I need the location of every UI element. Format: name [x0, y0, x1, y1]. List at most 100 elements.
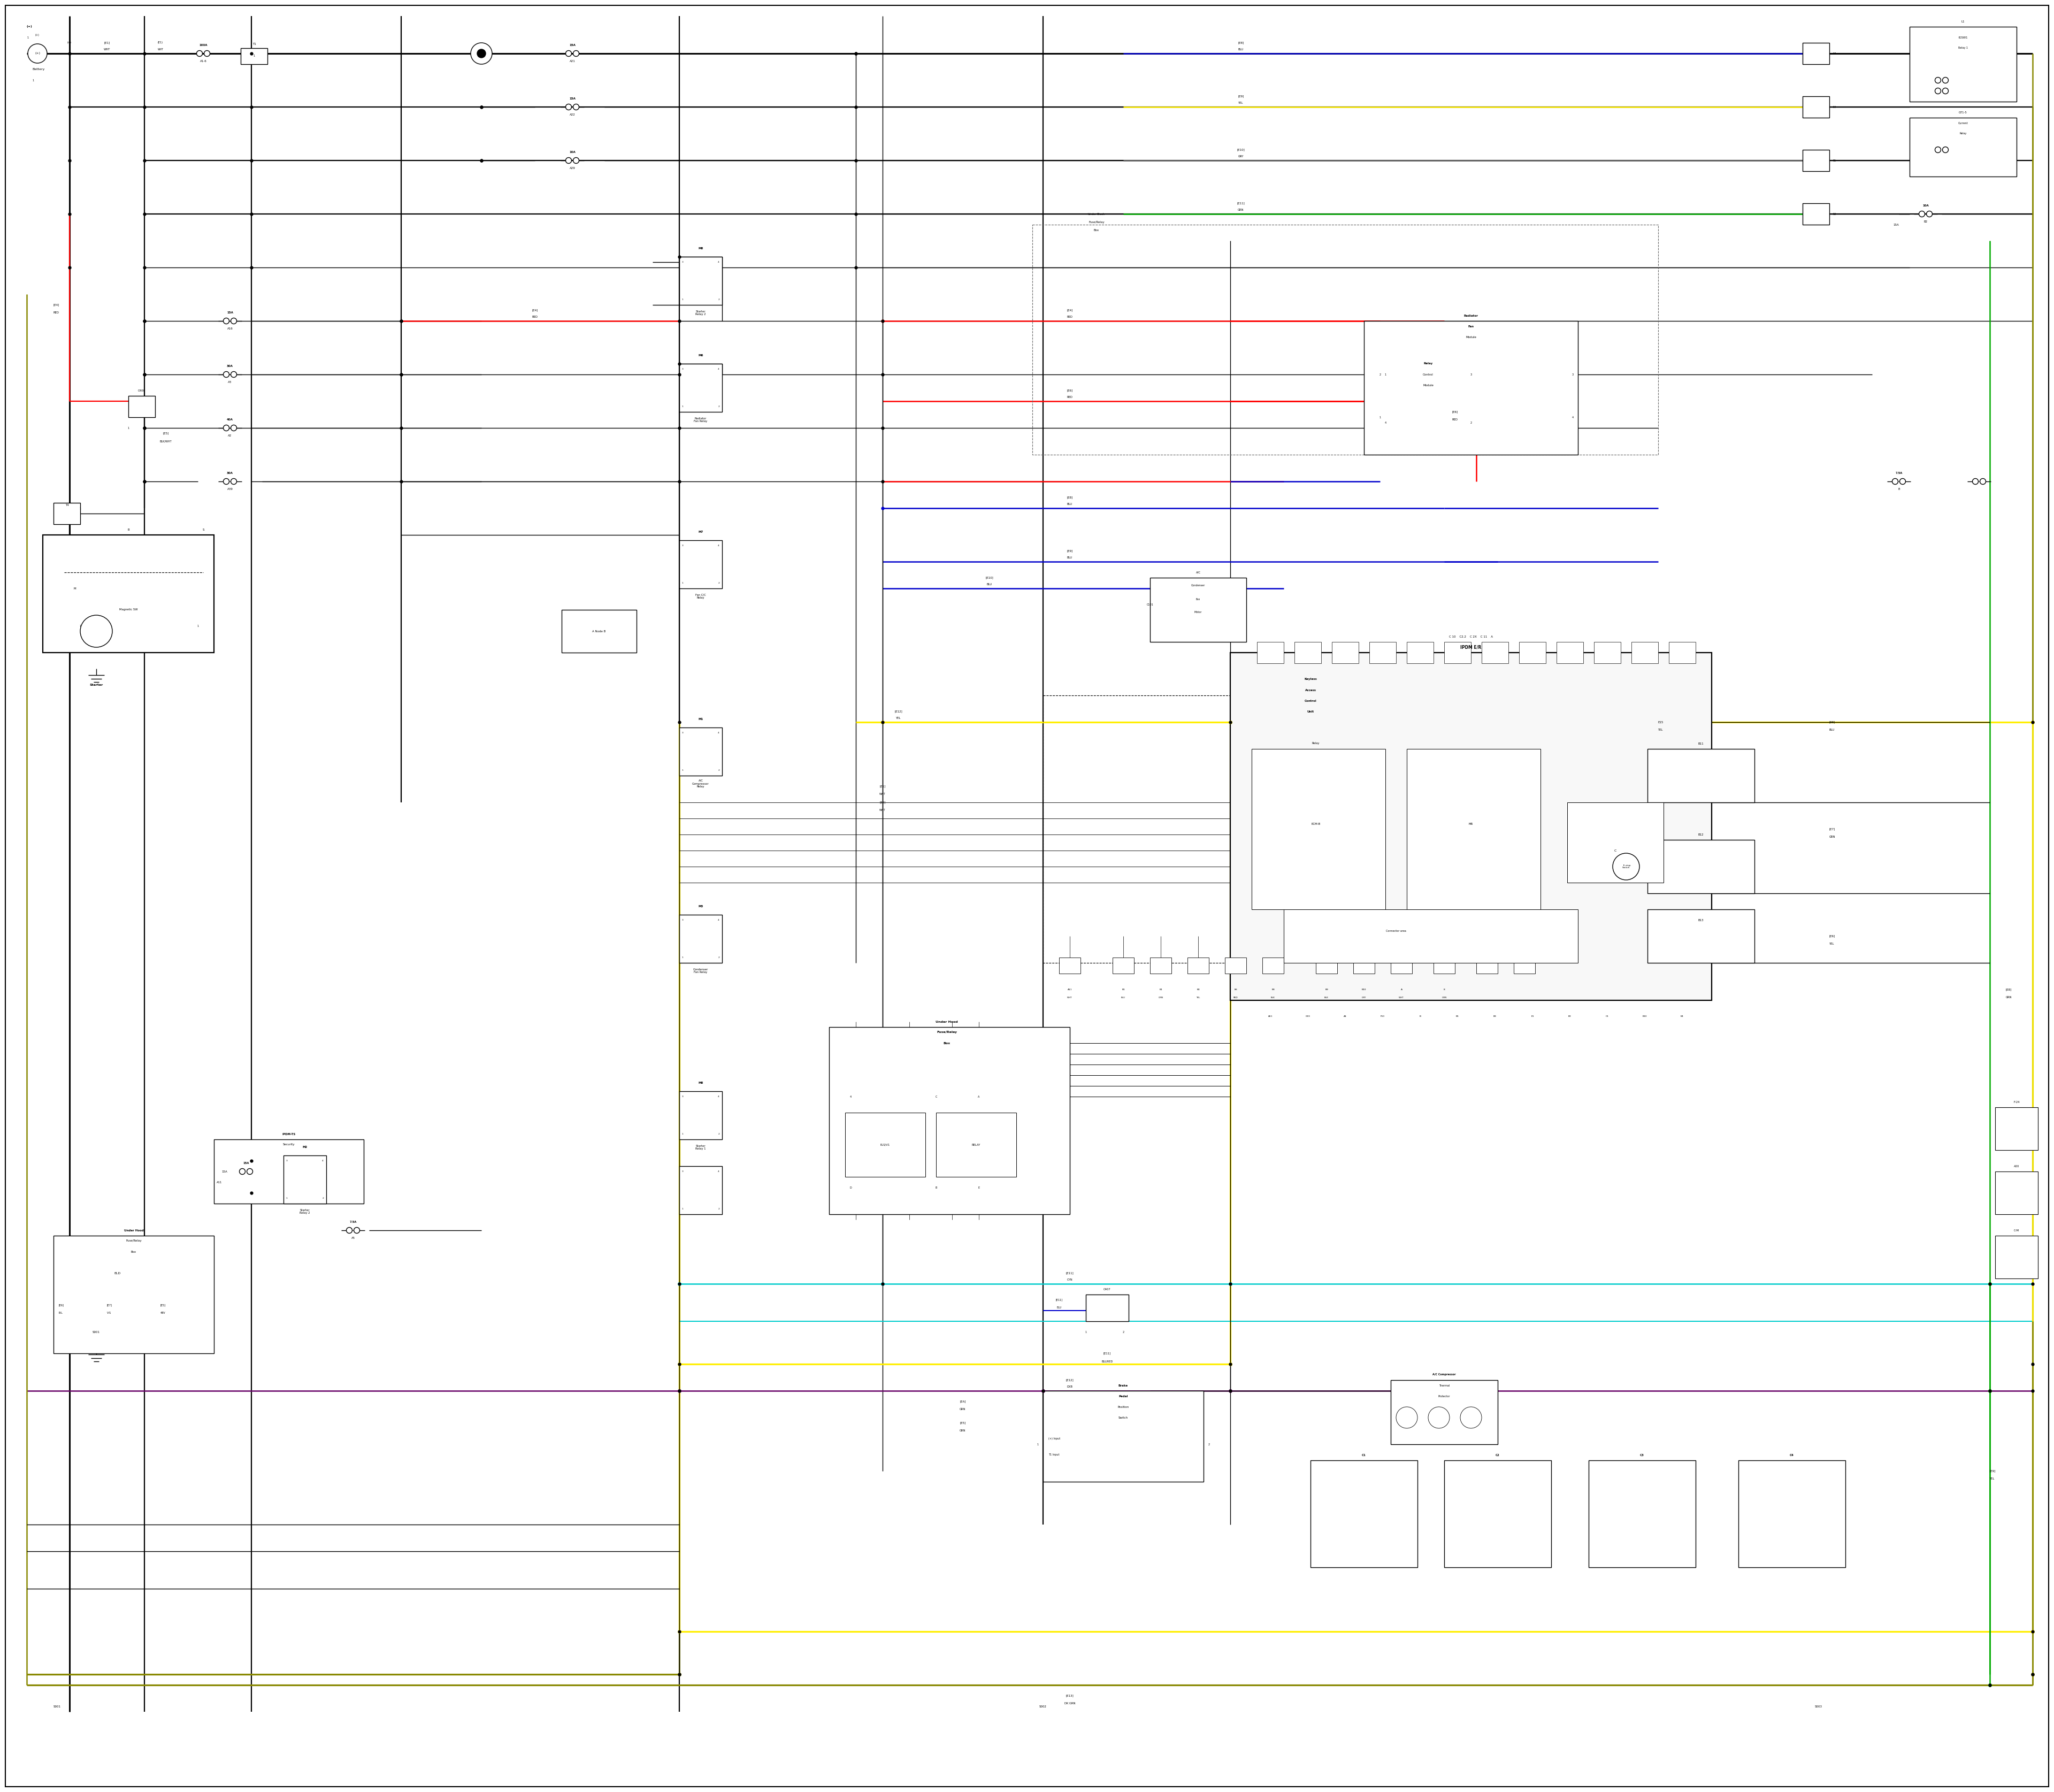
Text: M7: M7	[698, 530, 702, 534]
Text: C-M: C-M	[2013, 1229, 2019, 1231]
Bar	[1477, 957, 1497, 973]
Bar	[1251, 749, 1384, 909]
Text: B11: B11	[1699, 742, 1705, 745]
Text: [E10]: [E10]	[986, 577, 994, 579]
Text: IGSW1: IGSW1	[1957, 36, 1968, 39]
Bar	[283, 1156, 327, 1204]
Text: Relay: Relay	[1423, 362, 1434, 366]
Bar	[240, 48, 267, 65]
Text: Fuse/Relay: Fuse/Relay	[937, 1030, 957, 1034]
Text: C406: C406	[138, 389, 146, 392]
Text: B1: B1	[1121, 989, 1126, 991]
Text: Fan: Fan	[1195, 599, 1200, 600]
Text: 15A: 15A	[569, 45, 575, 47]
Bar	[1520, 642, 1547, 663]
Circle shape	[573, 158, 579, 163]
Text: B4: B4	[1197, 989, 1200, 991]
Text: A21: A21	[569, 61, 575, 63]
Text: B1: B1	[1158, 989, 1163, 991]
Text: BLK: BLK	[1325, 996, 1329, 998]
Bar	[1631, 642, 1658, 663]
Text: [EA]: [EA]	[959, 1400, 965, 1403]
Text: GRN: GRN	[2007, 996, 2013, 998]
Text: A11: A11	[1068, 989, 1072, 991]
Circle shape	[573, 104, 579, 109]
Text: 15A: 15A	[1894, 224, 1898, 226]
Bar	[1910, 118, 2017, 177]
Text: [E10]: [E10]	[1237, 149, 1245, 151]
Text: YEL: YEL	[1239, 102, 1243, 104]
Text: 15A: 15A	[242, 1163, 249, 1165]
Circle shape	[1918, 211, 1925, 217]
Text: GRN: GRN	[1158, 996, 1163, 998]
Text: Pedal: Pedal	[1119, 1394, 1128, 1398]
Text: Starter
Relay 1: Starter Relay 1	[696, 1145, 707, 1150]
Bar	[1407, 642, 1434, 663]
Text: M1: M1	[698, 719, 702, 720]
Bar	[1803, 202, 1830, 224]
Bar	[1647, 909, 1754, 962]
Text: T1 Input: T1 Input	[1048, 1453, 1060, 1457]
Text: ELS/V1: ELS/V1	[881, 1143, 889, 1147]
Circle shape	[573, 50, 579, 56]
Text: RED: RED	[1066, 315, 1072, 317]
Bar	[1364, 321, 1577, 455]
Circle shape	[230, 478, 236, 484]
Circle shape	[565, 104, 571, 109]
Text: [E11]: [E11]	[1103, 1351, 1111, 1355]
Text: M: M	[74, 588, 76, 590]
Text: WHT: WHT	[1068, 996, 1072, 998]
Bar	[53, 1236, 214, 1353]
Bar	[53, 504, 80, 525]
Bar	[1224, 957, 1247, 973]
Text: [E6]: [E6]	[60, 1305, 64, 1306]
Text: 50: 50	[1832, 213, 1836, 215]
Circle shape	[470, 43, 493, 65]
Text: B10: B10	[1362, 989, 1366, 991]
Text: Box: Box	[943, 1041, 951, 1045]
Text: A/C
Compressor
Relay: A/C Compressor Relay	[692, 780, 709, 788]
Text: 51: 51	[1832, 159, 1836, 161]
Text: TEL: TEL	[1658, 729, 1664, 731]
Text: Starter
Relay 2: Starter Relay 2	[696, 310, 707, 315]
Text: [E13]: [E13]	[1066, 1695, 1074, 1697]
Circle shape	[224, 425, 230, 430]
Bar	[1803, 43, 1830, 65]
Text: MR: MR	[1469, 823, 1473, 824]
Text: GRN: GRN	[1442, 996, 1446, 998]
Bar	[1803, 97, 1830, 118]
Circle shape	[1935, 147, 1941, 152]
Text: (+): (+)	[35, 52, 41, 56]
Text: Under-Dash: Under-Dash	[1089, 213, 1105, 215]
Text: [E9]: [E9]	[1990, 1469, 1996, 1473]
Text: BLU: BLU	[986, 582, 992, 586]
Text: A29: A29	[569, 167, 575, 170]
Text: Module: Module	[1467, 335, 1477, 339]
Bar	[1354, 957, 1374, 973]
Text: BLU: BLU	[1239, 48, 1243, 50]
Text: Brake: Brake	[1119, 1383, 1128, 1387]
Text: YEL: YEL	[1830, 943, 1834, 946]
Text: [E2]: [E2]	[879, 801, 885, 805]
Text: BLK: BLK	[1271, 996, 1276, 998]
Text: Security: Security	[283, 1143, 296, 1147]
Text: Unit: Unit	[1306, 710, 1315, 713]
Text: IPDM-TS: IPDM-TS	[281, 1133, 296, 1136]
Bar	[127, 396, 156, 418]
Text: [E1]: [E1]	[105, 41, 111, 45]
Text: [E8]: [E8]	[2007, 987, 2011, 991]
Circle shape	[29, 43, 47, 63]
Text: BLK/WHT: BLK/WHT	[160, 441, 173, 443]
Text: RED: RED	[1066, 396, 1072, 398]
Bar	[844, 1113, 926, 1177]
Text: S001: S001	[53, 1704, 62, 1708]
Text: S001: S001	[92, 1331, 101, 1333]
Text: GT1-5: GT1-5	[1960, 111, 1968, 113]
Text: [E5]: [E5]	[162, 432, 168, 435]
Circle shape	[224, 317, 230, 324]
Text: A Node B: A Node B	[592, 629, 606, 633]
Bar	[1481, 642, 1508, 663]
Bar	[1284, 909, 1577, 962]
Text: WHT: WHT	[1399, 996, 1405, 998]
Text: A3: A3	[228, 382, 232, 383]
